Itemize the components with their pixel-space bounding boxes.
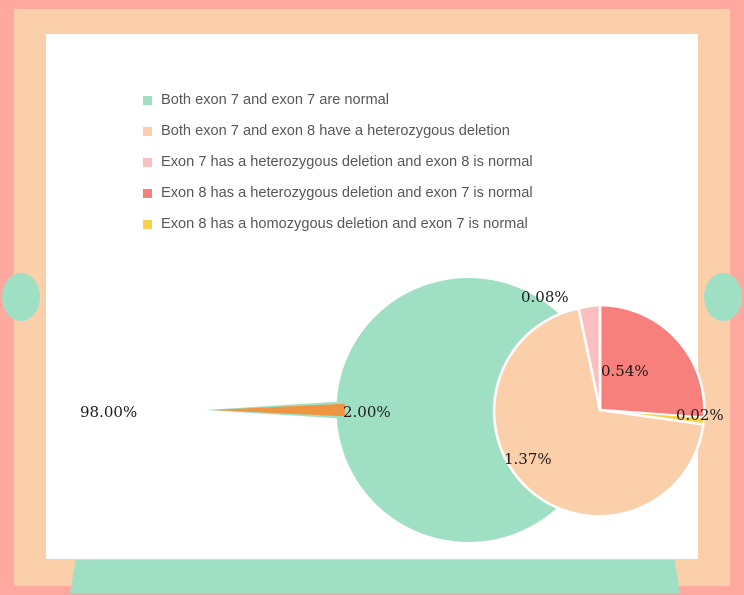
- square-swatch-icon: [143, 158, 152, 167]
- legend-item-both-heterozygous[interactable]: Both exon 7 and exon 8 have a heterozygo…: [143, 116, 623, 147]
- legend-item-label: Exon 8 has a heterozygous deletion and e…: [161, 185, 533, 202]
- value-label-exon8-heterozygous: 0.54%: [601, 362, 649, 380]
- legend-item-exon8-heterozygous[interactable]: Exon 8 has a heterozygous deletion and e…: [143, 178, 623, 209]
- legend-item-exon7-heterozygous[interactable]: Exon 7 has a heterozygous deletion and e…: [143, 147, 623, 178]
- legend-item-label: Both exon 7 and exon 8 have a heterozygo…: [161, 123, 510, 140]
- legend-item-normal[interactable]: Both exon 7 and exon 7 are normal: [143, 85, 623, 116]
- value-label-both-heterozygous: 1.37%: [504, 450, 552, 468]
- decorative-bottom-bar: [70, 560, 680, 593]
- legend-item-label: Both exon 7 and exon 7 are normal: [161, 92, 389, 109]
- chart-legend: Both exon 7 and exon 7 are normal Both e…: [143, 85, 623, 240]
- square-swatch-icon: [143, 127, 152, 136]
- value-label-exon8-homozygous: 0.02%: [676, 406, 724, 424]
- decorative-ellipse-right: [704, 273, 742, 321]
- legend-item-label: Exon 7 has a heterozygous deletion and e…: [161, 154, 533, 171]
- square-swatch-icon: [143, 96, 152, 105]
- square-swatch-icon: [143, 220, 152, 229]
- square-swatch-icon: [143, 189, 152, 198]
- value-label-normal: 98.00%: [80, 403, 138, 421]
- decorative-ellipse-left: [2, 273, 40, 321]
- value-label-deleted-group: 2.00%: [343, 403, 391, 421]
- legend-item-exon8-homozygous[interactable]: Exon 8 has a homozygous deletion and exo…: [143, 209, 623, 240]
- legend-item-label: Exon 8 has a homozygous deletion and exo…: [161, 216, 528, 233]
- value-label-exon7-heterozygous: 0.08%: [521, 288, 569, 306]
